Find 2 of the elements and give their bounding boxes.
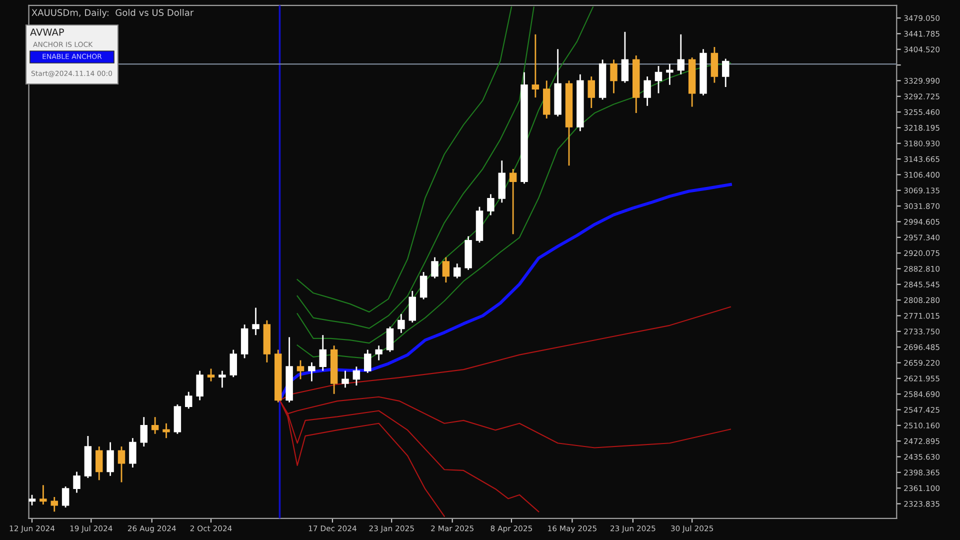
annotation: AVWAP [30,28,64,36]
chart-title: XAUUSDm, Daily: Gold vs US Dollar [32,8,194,18]
